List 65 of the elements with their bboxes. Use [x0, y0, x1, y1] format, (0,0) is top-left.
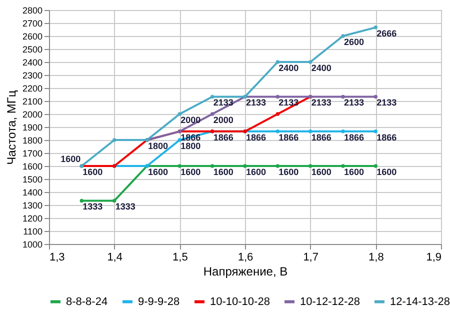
data-label: 1866 [344, 132, 364, 142]
data-label: 1600 [344, 167, 364, 177]
y-tick-label: 2100 [22, 96, 42, 106]
data-label: 2133 [246, 98, 266, 108]
data-label: 1866 [246, 132, 266, 142]
y-tick-label: 2700 [22, 18, 42, 28]
data-label: 1800 [180, 141, 201, 151]
y-tick-label: 1900 [22, 122, 42, 132]
data-label: 1600 [180, 167, 201, 177]
x-tick-label: 1,5 [172, 252, 188, 264]
y-tick-label: 2500 [22, 44, 42, 54]
x-tick-label: 1,7 [303, 252, 318, 264]
data-label: 1600 [246, 167, 266, 177]
data-label: 1600 [376, 167, 397, 177]
data-label: 1600 [82, 167, 103, 177]
data-label: 1866 [376, 132, 397, 142]
data-label: 2133 [278, 98, 299, 108]
data-label: 2000 [213, 115, 234, 125]
legend-label: 10-10-10-28 [210, 296, 270, 308]
data-label: 2000 [180, 115, 201, 125]
y-tick-label: 2800 [22, 6, 42, 16]
y-tick-label: 2600 [22, 32, 42, 42]
data-label: 1600 [278, 167, 299, 177]
data-label: 1600 [311, 167, 332, 177]
legend-label: 9-9-9-28 [138, 296, 180, 308]
x-tick-label: 1,6 [238, 252, 254, 264]
y-tick-label: 1700 [22, 148, 42, 158]
data-label: 1600 [148, 167, 168, 177]
legend-label: 12-14-13-28 [390, 296, 450, 308]
data-label: 2133 [213, 98, 234, 108]
y-tick-label: 1300 [22, 200, 42, 210]
data-label: 1866 [311, 132, 332, 142]
x-tick-label: 1,9 [426, 252, 442, 264]
data-label: 2133 [376, 98, 397, 108]
legend-label: 8-8-8-24 [66, 296, 108, 308]
y-tick-label: 1200 [22, 214, 42, 224]
y-tick-label: 1000 [22, 240, 42, 250]
y-tick-label: 2400 [22, 58, 42, 68]
data-label: 1333 [115, 202, 136, 212]
data-label: 2400 [278, 63, 299, 73]
data-label: 1600 [213, 167, 234, 177]
y-tick-label: 1100 [23, 226, 42, 236]
y-tick-label: 1600 [22, 162, 42, 172]
data-label: 1800 [148, 141, 168, 151]
data-label: 2133 [344, 98, 364, 108]
data-label: 1866 [278, 132, 299, 142]
data-label: 2400 [311, 63, 332, 73]
y-axis-title: Частота, МГц [4, 90, 18, 165]
x-tick-label: 1,8 [368, 252, 384, 264]
y-tick-label: 2200 [22, 84, 42, 94]
data-label: 1333 [82, 202, 103, 212]
x-axis-title: Напряжение, В [203, 264, 288, 278]
y-tick-label: 1400 [22, 188, 42, 198]
data-label: 2666 [376, 28, 397, 38]
x-tick-label: 1,3 [50, 252, 65, 264]
data-label: 1600 [60, 154, 81, 164]
y-tick-label: 2000 [22, 110, 42, 120]
data-label: 2133 [311, 98, 332, 108]
data-label: 1866 [213, 132, 234, 142]
y-tick-label: 2300 [22, 70, 42, 80]
x-tick-label: 1,4 [107, 252, 122, 264]
data-label: 2600 [344, 37, 364, 47]
legend-label: 10-12-12-28 [300, 296, 360, 308]
y-tick-label: 1800 [22, 136, 42, 146]
y-tick-label: 1500 [22, 174, 42, 184]
